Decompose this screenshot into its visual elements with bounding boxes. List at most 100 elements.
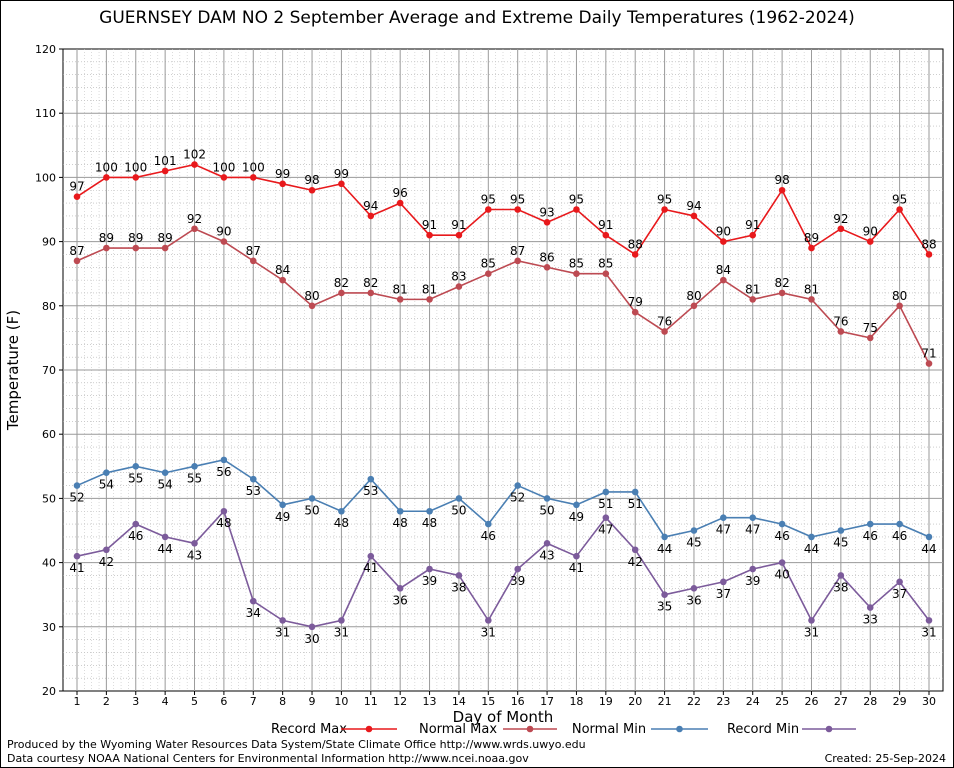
record-min-data-label: 39 xyxy=(510,574,525,588)
record-min-data-label: 34 xyxy=(246,606,261,620)
normal-max-data-label: 85 xyxy=(481,257,496,271)
normal-min-point xyxy=(308,495,316,502)
x-tick-label: 8 xyxy=(279,695,286,708)
normal-min-point xyxy=(279,501,286,509)
record-max-point xyxy=(925,251,933,258)
record-min-data-label: 31 xyxy=(921,625,936,639)
record-max-point xyxy=(73,193,81,200)
record-min-data-label: 41 xyxy=(363,561,378,575)
normal-min-data-label: 46 xyxy=(481,529,496,543)
normal-min-data-label: 48 xyxy=(334,516,349,530)
record-max-point xyxy=(338,180,345,188)
record-max-data-label: 92 xyxy=(833,212,848,226)
normal-min-data-label: 56 xyxy=(216,465,231,479)
record-min-point xyxy=(543,540,551,547)
x-tick-label: 6 xyxy=(220,695,227,708)
normal-min-point xyxy=(749,514,757,521)
normal-min-point xyxy=(220,456,228,464)
y-tick-label: 120 xyxy=(35,43,56,56)
normal-max-point xyxy=(661,328,668,335)
normal-max-data-label: 89 xyxy=(157,231,172,245)
normal-min-point xyxy=(573,501,580,509)
record-min-point xyxy=(896,578,903,586)
record-max-point xyxy=(455,231,463,239)
record-max-data-label: 98 xyxy=(774,173,789,187)
normal-max-point xyxy=(543,263,551,271)
record-max-point xyxy=(132,174,140,181)
normal-min-data-label: 53 xyxy=(246,484,261,498)
normal-max-data-label: 81 xyxy=(745,282,760,296)
record-min-point xyxy=(573,552,580,560)
record-min-data-label: 41 xyxy=(569,561,584,575)
record-max-data-label: 94 xyxy=(363,199,378,213)
normal-max-data-label: 75 xyxy=(863,321,878,335)
record-max-point xyxy=(749,231,757,239)
legend: Record Max Normal Max Normal Min Record Min xyxy=(271,722,856,737)
record-max-data-label: 91 xyxy=(451,218,466,232)
normal-max-point xyxy=(925,360,933,367)
x-tick-label: 28 xyxy=(863,695,877,708)
normal-min-data-label: 46 xyxy=(892,529,907,543)
normal-min-data-label: 47 xyxy=(716,523,731,537)
record-max-point xyxy=(778,186,786,194)
record-max-data-label: 95 xyxy=(892,193,907,207)
series-group xyxy=(73,161,933,631)
record-min-point xyxy=(514,565,521,573)
normal-max-point xyxy=(749,296,757,303)
record-max-point xyxy=(602,231,610,239)
x-tick-label: 3 xyxy=(132,695,139,708)
record-min-data-label: 31 xyxy=(481,625,496,639)
record-min-data-label: 33 xyxy=(863,613,878,627)
x-tick-label: 24 xyxy=(746,695,760,708)
record-min-point xyxy=(279,617,286,624)
legend-marker-normal-max xyxy=(526,725,534,733)
normal-min-data-label: 49 xyxy=(275,510,290,524)
x-tick-label: 30 xyxy=(922,695,936,708)
y-axis-label: Temperature (F) xyxy=(4,310,22,431)
record-max-point xyxy=(837,225,845,233)
normal-min-point xyxy=(485,520,492,528)
normal-max-data-label: 84 xyxy=(716,263,731,277)
normal-max-point xyxy=(308,302,316,310)
record-min-point xyxy=(249,597,257,605)
normal-max-point xyxy=(426,296,433,303)
created-date: Created: 25-Sep-2024 xyxy=(824,752,946,765)
normal-min-point xyxy=(338,507,345,515)
record-max-data-label: 100 xyxy=(124,160,147,174)
record-max-data-label: 88 xyxy=(628,237,643,251)
normal-max-data-label: 83 xyxy=(451,270,466,284)
normal-min-data-label: 55 xyxy=(128,471,143,485)
record-max-data-label: 99 xyxy=(275,167,290,181)
record-min-point xyxy=(602,514,610,521)
normal-min-point xyxy=(720,514,727,521)
normal-min-data-label: 52 xyxy=(510,491,525,505)
normal-min-data-label: 49 xyxy=(569,510,584,524)
record-min-data-label: 37 xyxy=(892,587,907,601)
normal-min-point xyxy=(249,475,257,483)
normal-max-point xyxy=(455,283,463,290)
record-min-data-label: 38 xyxy=(451,580,466,594)
record-min-data-label: 46 xyxy=(128,529,143,543)
x-tick-label: 19 xyxy=(599,695,613,708)
normal-max-data-label: 84 xyxy=(275,263,290,277)
record-max-data-label: 99 xyxy=(334,167,349,181)
normal-max-point xyxy=(720,276,727,284)
x-tick-label: 23 xyxy=(716,695,730,708)
y-tick-label: 40 xyxy=(42,557,56,570)
x-tick-label: 9 xyxy=(309,695,316,708)
x-tick-label: 25 xyxy=(775,695,789,708)
normal-min-point xyxy=(73,482,81,489)
record-min-data-label: 43 xyxy=(539,548,554,562)
normal-max-point xyxy=(279,276,286,284)
record-max-point xyxy=(279,180,286,188)
x-tick-label: 5 xyxy=(191,695,198,708)
x-tick-label: 22 xyxy=(687,695,701,708)
record-min-line xyxy=(76,509,930,628)
normal-max-data-label: 80 xyxy=(686,289,701,303)
normal-min-data-label: 50 xyxy=(304,503,319,517)
record-max-point xyxy=(396,199,404,207)
normal-max-point xyxy=(103,244,110,252)
x-tick-label: 29 xyxy=(893,695,907,708)
record-min-point xyxy=(925,617,933,624)
